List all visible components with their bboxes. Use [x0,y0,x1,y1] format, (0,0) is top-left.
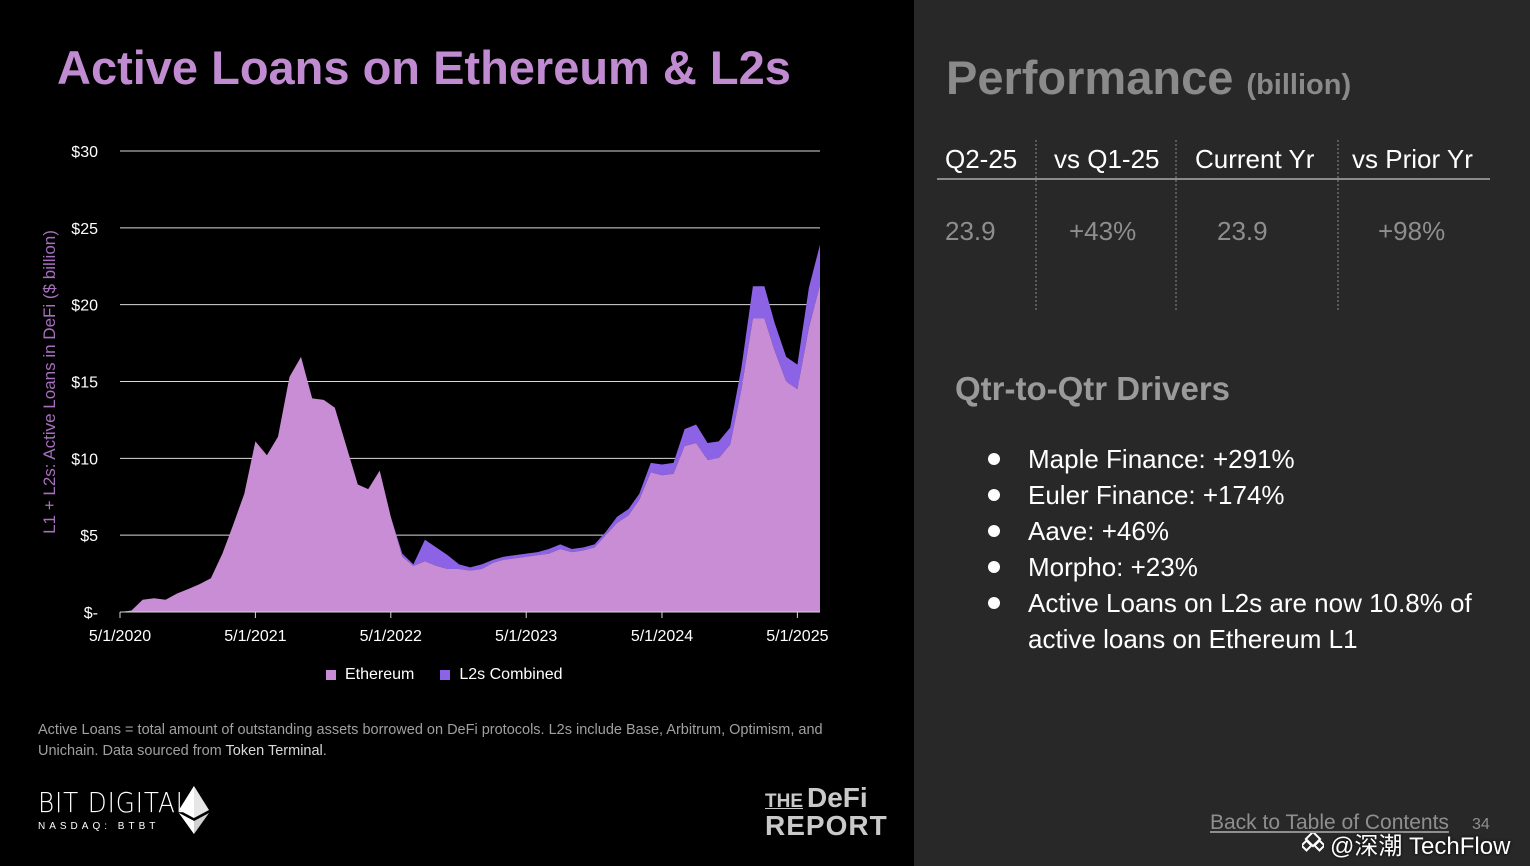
performance-table: Q2-25 vs Q1-25 Current Yr vs Prior Yr 23… [937,140,1490,310]
page-number: 34 [1472,816,1490,833]
table-header-vs-prior-yr: vs Prior Yr [1352,144,1473,174]
driver-item-text: Aave: +46% [1028,516,1169,546]
defi-logo-the: THE [765,791,803,812]
bullet-icon [988,489,1000,501]
driver-item: Morpho: +23% [988,549,1508,585]
legend-label-l2s: L2s Combined [459,666,563,683]
table-value-q2-25: 23.9 [945,216,996,246]
legend-label-ethereum: Ethereum [345,666,415,683]
table-header-q2-25: Q2-25 [945,144,1018,174]
drivers-list: Maple Finance: +291% Euler Finance: +174… [988,441,1508,657]
techflow-logo-icon [1302,832,1324,852]
page-title: Active Loans on Ethereum & L2s [57,41,791,94]
x-tick-label: 5/1/2023 [495,628,557,645]
y-tick-label: $20 [71,298,98,315]
bullet-icon [988,453,1000,465]
driver-item-text: Maple Finance: +291% [1028,444,1295,474]
driver-item-text: Euler Finance: +174% [1028,480,1285,510]
x-tick-label: 5/1/2020 [89,628,151,645]
bullet-icon [988,561,1000,573]
y-tick-label: $10 [71,451,98,468]
area-series-ethereum [120,284,820,612]
watermark: @深潮 TechFlow [1302,826,1510,861]
performance-unit: (billion) [1246,69,1352,101]
table-header-divider [937,178,1490,180]
performance-title-text: Performance [946,51,1234,104]
footnote-end: . [322,743,327,759]
x-tick-label: 5/1/2021 [224,628,286,645]
driver-item: Active Loans on L2s are now 10.8% of act… [988,585,1508,657]
y-axis-label: L1 + L2s: Active Loans in DeFi ($ billio… [40,230,59,534]
table-column-divider [1337,140,1339,310]
table-value-current-yr: 23.9 [1217,216,1268,246]
bullet-icon [988,525,1000,537]
driver-item: Euler Finance: +174% [988,477,1508,513]
bit-digital-logo: BIT DIGITAL NASDAQ: BTBT [38,786,211,832]
driver-item-text: Morpho: +23% [1028,552,1198,582]
table-value-vs-prior-yr: +98% [1378,216,1446,246]
legend-item-ethereum: Ethereum [326,666,414,684]
y-tick-label: $25 [71,221,98,238]
table-header-vs-q1-25: vs Q1-25 [1054,144,1160,174]
y-tick-label: $- [84,605,98,622]
performance-panel: Performance (billion) Q2-25 vs Q1-25 Cur… [914,0,1530,866]
footnote-text: Active Loans = total amount of outstandi… [38,722,823,759]
chart-footnote: Active Loans = total amount of outstandi… [38,720,878,762]
table-header-current-yr: Current Yr [1195,144,1315,174]
table-column-divider [1175,140,1177,310]
chart-legend: Ethereum L2s Combined [326,666,563,684]
area-chart: $- $5 $10 $15 $20 $25 $30 5/1/2020 5/1/2021 5/1/2… [40,144,829,645]
defi-logo-report: REPORT [765,810,888,841]
legend-item-l2s: L2s Combined [440,666,563,684]
driver-item-text: Active Loans on L2s are now 10.8% of act… [1028,588,1472,654]
x-tick-label: 5/1/2022 [360,628,422,645]
legend-swatch-l2s [440,670,451,680]
x-tick-label: 5/1/2025 [766,628,828,645]
driver-item: Maple Finance: +291% [988,441,1508,477]
table-column-divider [1035,140,1037,310]
driver-item: Aave: +46% [988,513,1508,549]
defi-logo-defi: DeFi [807,782,868,813]
defi-report-logo: THE DeFi REPORT [765,784,888,840]
bit-digital-ticker: NASDAQ: BTBT [38,821,160,832]
ethereum-icon [179,786,209,834]
footnote-source: Token Terminal [225,743,323,759]
watermark-text: @深潮 TechFlow [1330,833,1511,860]
table-value-vs-q1-25: +43% [1069,216,1137,246]
performance-title: Performance (billion) [946,50,1351,105]
back-to-contents-link[interactable]: Back to Table of Contents [1210,811,1449,834]
x-tick-label: 5/1/2024 [631,628,693,645]
bit-digital-name: BIT DIGITAL [38,786,191,819]
y-tick-label: $5 [80,528,98,545]
y-tick-label: $30 [71,144,98,161]
chart-panel: Active Loans on Ethereum & L2s $- $5 $10 $1… [38,41,888,840]
legend-swatch-ethereum [326,670,336,680]
bullet-icon [988,597,1000,609]
y-tick-label: $15 [71,375,98,392]
drivers-title: Qtr-to-Qtr Drivers [955,370,1231,407]
